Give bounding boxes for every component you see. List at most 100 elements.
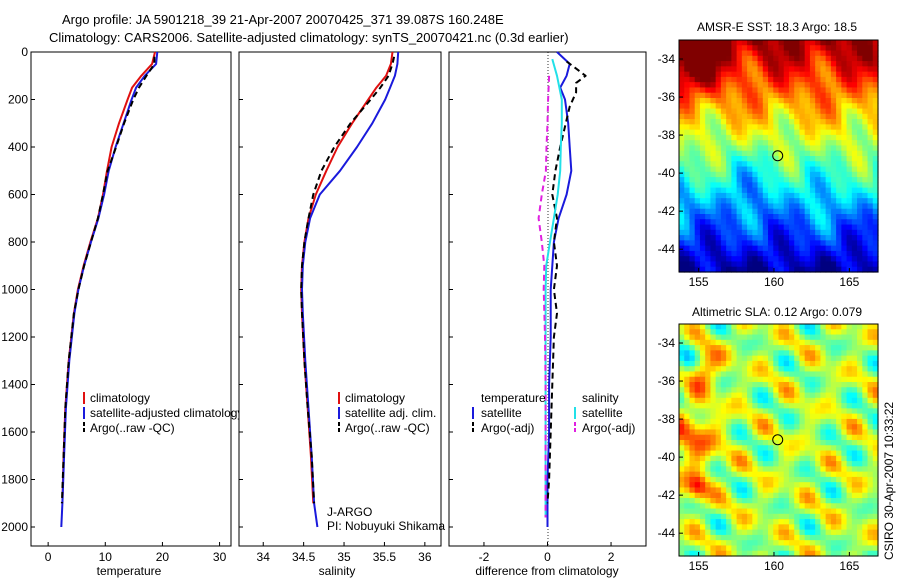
heatmap-cell bbox=[736, 50, 743, 57]
heatmap-cell bbox=[820, 240, 827, 247]
heatmap-cell bbox=[836, 550, 842, 557]
heatmap-cell bbox=[872, 66, 879, 73]
heatmap-cell bbox=[804, 466, 811, 473]
heatmap-cell bbox=[872, 103, 879, 110]
heatmap-cell bbox=[846, 418, 853, 425]
heatmap-cell bbox=[867, 150, 874, 157]
heatmap-cell bbox=[857, 245, 863, 252]
heatmap-cell bbox=[857, 55, 863, 62]
heatmap-cell bbox=[846, 360, 853, 367]
heatmap-cell bbox=[820, 387, 827, 394]
heatmap-cell bbox=[825, 198, 832, 205]
heatmap-cell bbox=[747, 397, 753, 404]
heatmap-cell bbox=[747, 424, 753, 431]
heatmap-cell bbox=[736, 360, 743, 367]
series-line-argo-raw-qc- bbox=[300, 56, 396, 504]
heatmap-cell bbox=[862, 198, 869, 205]
heatmap-cell bbox=[846, 124, 853, 131]
heatmap-cell bbox=[679, 187, 685, 194]
heatmap-cell bbox=[872, 214, 879, 220]
heatmap-cell bbox=[778, 418, 785, 425]
heatmap-cell bbox=[715, 387, 722, 394]
heatmap-cell bbox=[710, 124, 717, 131]
heatmap-cell bbox=[841, 261, 848, 268]
heatmap-cell bbox=[762, 455, 769, 462]
heatmap-cell bbox=[815, 150, 821, 157]
heatmap-cell bbox=[825, 524, 832, 531]
heatmap-cell bbox=[872, 134, 879, 141]
heatmap-cell bbox=[726, 92, 732, 99]
heatmap-cell bbox=[710, 266, 717, 273]
heatmap-cell bbox=[809, 87, 816, 94]
heatmap-cell bbox=[788, 198, 795, 205]
heatmap-cell bbox=[726, 545, 732, 552]
heatmap-cell bbox=[783, 397, 790, 404]
heatmap-cell bbox=[857, 424, 863, 431]
heatmap-cell bbox=[679, 113, 685, 120]
heatmap-cell bbox=[851, 87, 858, 94]
heatmap-cell bbox=[773, 108, 780, 115]
heatmap-cell bbox=[705, 503, 712, 510]
heatmap-cell bbox=[867, 382, 874, 388]
heatmap-cell bbox=[783, 266, 790, 273]
heatmap-cell bbox=[726, 134, 732, 141]
heatmap-cell bbox=[715, 371, 722, 378]
heatmap-cell bbox=[825, 345, 832, 351]
heatmap-cell bbox=[851, 66, 858, 73]
heatmap-cell bbox=[705, 540, 712, 547]
heatmap-cell bbox=[747, 350, 753, 357]
heatmap-cell bbox=[809, 397, 816, 404]
heatmap-cell bbox=[841, 324, 848, 330]
heatmap-cell bbox=[768, 198, 774, 205]
heatmap-cell bbox=[679, 203, 685, 210]
heatmap-cell bbox=[736, 113, 743, 120]
heatmap-cell bbox=[820, 156, 827, 162]
heatmap-cell bbox=[799, 387, 806, 394]
heatmap-cell bbox=[825, 408, 832, 415]
heatmap-cell bbox=[804, 129, 811, 136]
heatmap-cell bbox=[768, 355, 774, 362]
heatmap-cell bbox=[804, 387, 811, 394]
heatmap-cell bbox=[862, 482, 869, 489]
heatmap-cell bbox=[851, 82, 858, 89]
heatmap-cell bbox=[825, 171, 832, 178]
heatmap-cell bbox=[679, 498, 685, 504]
heatmap-cell bbox=[867, 461, 874, 467]
heatmap-cell bbox=[804, 166, 811, 173]
heatmap-cell bbox=[726, 519, 732, 525]
heatmap-cell bbox=[846, 534, 853, 541]
heatmap-cell bbox=[736, 545, 743, 552]
heatmap-cell bbox=[815, 108, 821, 115]
heatmap-cell bbox=[679, 92, 685, 99]
heatmap-cell bbox=[804, 482, 811, 489]
heatmap-cell bbox=[715, 129, 722, 136]
heatmap-cell bbox=[684, 455, 691, 462]
heatmap-cell bbox=[757, 429, 764, 436]
heatmap-cell bbox=[679, 550, 685, 557]
heatmap-cell bbox=[799, 76, 806, 83]
heatmap-cell bbox=[762, 498, 769, 504]
heatmap-cell bbox=[846, 482, 853, 489]
heatmap-cell bbox=[720, 261, 727, 268]
x-tick-label: 35 bbox=[337, 550, 351, 564]
heatmap-cell bbox=[694, 82, 701, 89]
heatmap-cell bbox=[815, 513, 821, 520]
heatmap-cell bbox=[684, 203, 691, 210]
heatmap-cell bbox=[778, 192, 785, 199]
heatmap-cell bbox=[862, 350, 869, 357]
heatmap-cell bbox=[720, 76, 727, 83]
heatmap-cell bbox=[799, 519, 806, 525]
heatmap-cell bbox=[720, 403, 727, 409]
heatmap-cell bbox=[830, 376, 837, 383]
heatmap-cell bbox=[809, 108, 816, 115]
heatmap-cell bbox=[809, 187, 816, 194]
heatmap-cell bbox=[804, 376, 811, 383]
heatmap-cell bbox=[715, 266, 722, 273]
heatmap-cell bbox=[736, 382, 743, 388]
heatmap-cell bbox=[799, 461, 806, 467]
heatmap-cell bbox=[841, 171, 848, 178]
heatmap-cell bbox=[762, 250, 769, 257]
heatmap-cell bbox=[778, 408, 785, 415]
heatmap-cell bbox=[689, 371, 696, 378]
heatmap-cell bbox=[689, 550, 696, 557]
